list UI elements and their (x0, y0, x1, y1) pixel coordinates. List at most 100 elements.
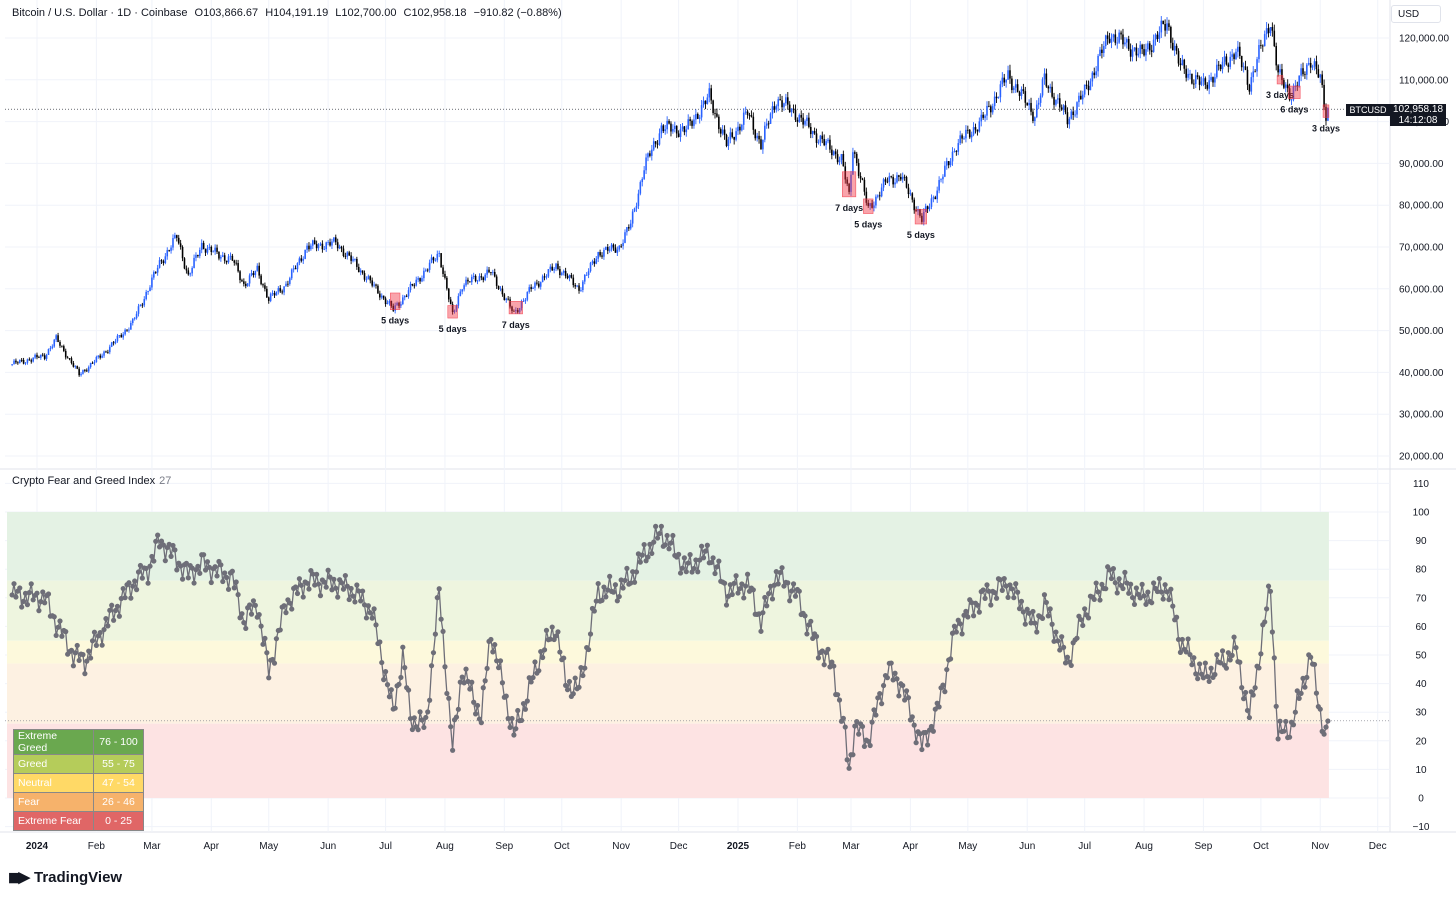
candle-body (463, 285, 465, 290)
candle (1260, 39, 1262, 49)
candle-body (560, 272, 563, 276)
currency-button[interactable]: USD (1391, 5, 1441, 23)
candle (354, 258, 356, 262)
candle-body (1068, 118, 1071, 125)
candle-body (133, 318, 136, 319)
candle (729, 127, 732, 144)
candle (87, 365, 90, 374)
fg-point (630, 569, 636, 575)
candle (266, 286, 268, 298)
fg-point (1009, 586, 1015, 592)
time-tick-label: 2024 (26, 841, 49, 852)
candle-body (624, 232, 626, 243)
candle-body (773, 106, 776, 110)
fg-point (511, 732, 517, 738)
candle-body (1277, 65, 1279, 73)
candle (1321, 70, 1323, 88)
candle (1214, 73, 1216, 88)
fg-point (42, 600, 48, 606)
fg-point (298, 582, 304, 588)
candle (154, 271, 157, 274)
fg-point (1174, 614, 1180, 620)
fg-point (677, 570, 684, 576)
candle-body (566, 276, 569, 279)
candle-body (413, 285, 416, 287)
candle-body (317, 244, 320, 249)
candle-body (336, 242, 339, 249)
candle-body (266, 288, 268, 298)
fg-tick-label: 110 (1413, 479, 1429, 490)
candle (409, 281, 412, 293)
fg-point (555, 629, 561, 635)
candle (367, 274, 370, 280)
indicator-legend[interactable]: Crypto Fear and Greed Index 27 (12, 475, 171, 487)
fg-point (201, 552, 207, 558)
fg-point (892, 670, 898, 676)
fg-point (428, 663, 435, 669)
candle (168, 249, 170, 252)
candle (1093, 67, 1096, 79)
candle (1129, 43, 1132, 62)
fg-point (877, 690, 883, 697)
fg-point (1256, 665, 1262, 671)
candle (1283, 77, 1285, 90)
fg-point (1262, 619, 1268, 625)
fg-point (813, 633, 820, 640)
candle (116, 333, 119, 343)
candle-body (662, 125, 665, 132)
candle-body (1024, 91, 1027, 103)
candle-body (1239, 46, 1241, 56)
candle-body (484, 274, 486, 280)
candle (428, 259, 431, 273)
candle-body (277, 288, 280, 292)
candle (727, 136, 730, 150)
candle (461, 288, 463, 295)
candle-body (1124, 42, 1126, 45)
candle-body (426, 269, 429, 271)
price-tick-label: 70,000.00 (1399, 243, 1444, 254)
fg-point (507, 724, 513, 730)
fg-point (411, 715, 417, 721)
candle (1193, 79, 1195, 89)
candle-body (1030, 102, 1032, 112)
axes: 120,000.00110,000.00100,000.0090,000.008… (26, 34, 1450, 853)
candle-body (834, 151, 837, 155)
candle-body (101, 355, 103, 358)
fg-point (99, 642, 105, 648)
fg-point (666, 546, 672, 552)
candle-body (1309, 62, 1312, 68)
fg-point (365, 603, 371, 609)
candle (1145, 43, 1147, 62)
fg-point (442, 664, 448, 670)
candle-body (984, 115, 986, 118)
candle (1030, 97, 1032, 116)
fg-point (572, 675, 578, 681)
tradingview-logo[interactable]: ◼▶ TradingView (8, 868, 122, 887)
fg-point (342, 572, 348, 579)
candle-body (901, 176, 904, 180)
fg-point (764, 603, 770, 609)
candle (447, 287, 450, 303)
candle (208, 243, 211, 251)
candle-body (551, 266, 554, 271)
candle (733, 136, 735, 145)
candle (698, 114, 701, 124)
candle-body (55, 335, 57, 340)
fg-point (122, 595, 128, 601)
candle (402, 294, 404, 306)
candle (350, 252, 352, 265)
drawdown-label: 5 days (439, 324, 467, 334)
candle-body (654, 141, 657, 144)
fg-point (112, 607, 119, 614)
fg-point (1296, 695, 1302, 701)
candle (283, 286, 285, 296)
candle (11, 364, 13, 367)
candle-body (1060, 107, 1063, 110)
candle (756, 132, 758, 142)
fg-point (850, 752, 856, 758)
last-price-value: 102,958.18 (1392, 104, 1444, 115)
candle-body (411, 283, 414, 286)
candle-body (672, 128, 674, 132)
fg-point (1229, 652, 1235, 658)
